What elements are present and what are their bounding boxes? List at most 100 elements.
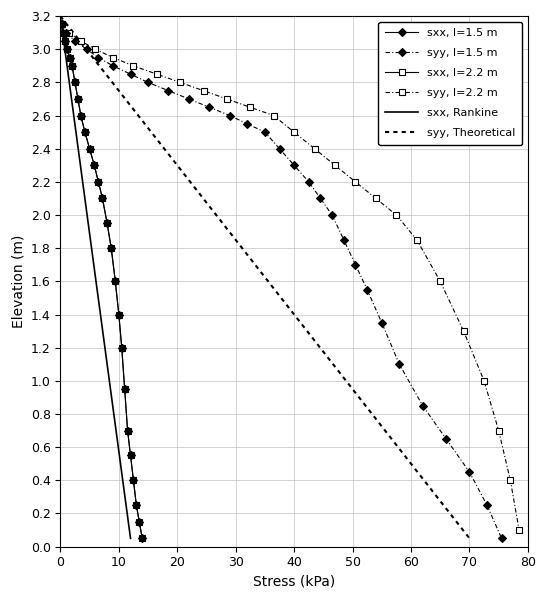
Line: syy, l=1.5 m: syy, l=1.5 m	[59, 21, 505, 541]
syy, l=1.5 m	[443, 435, 449, 442]
sxx, l=2.2 m	[115, 311, 122, 318]
syy, l=2.2 m	[352, 178, 359, 185]
syy, l=1.5 m	[261, 128, 268, 136]
syy, l=1.5 m	[127, 71, 134, 78]
syy, l=2.2 m	[437, 278, 444, 285]
X-axis label: Stress (kPa): Stress (kPa)	[253, 575, 335, 589]
sxx, l=2.2 m	[130, 476, 137, 484]
syy, l=1.5 m	[244, 120, 251, 127]
sxx, l=2.2 m	[121, 386, 128, 393]
sxx, l=1.5 m	[62, 37, 68, 44]
syy, l=2.2 m	[224, 95, 230, 103]
Line: syy, l=2.2 m: syy, l=2.2 m	[59, 21, 522, 533]
syy, l=1.5 m	[329, 211, 335, 218]
sxx, l=2.2 m	[124, 427, 131, 434]
sxx, l=2.2 m	[136, 518, 143, 526]
syy, l=1.5 m	[484, 502, 490, 509]
syy, l=1.5 m	[95, 54, 102, 61]
syy, l=1.5 m	[276, 145, 283, 152]
sxx, l=2.2 m	[66, 54, 73, 61]
sxx, l=2.2 m	[72, 79, 78, 86]
syy, l=1.5 m	[341, 236, 347, 244]
sxx, l=2.2 m	[82, 128, 88, 136]
sxx, l=2.2 m	[95, 178, 102, 185]
sxx, l=2.2 m	[62, 37, 68, 44]
sxx, l=2.2 m	[112, 278, 119, 285]
sxx, l=2.2 m	[127, 452, 134, 459]
syy, l=2.2 m	[247, 104, 254, 111]
syy, l=2.2 m	[414, 236, 420, 244]
syy, l=1.5 m	[185, 95, 192, 103]
syy, l=1.5 m	[145, 79, 152, 86]
sxx, l=2.2 m	[133, 502, 139, 509]
syy, l=2.2 m	[291, 128, 298, 136]
Y-axis label: Elevation (m): Elevation (m)	[11, 235, 25, 328]
sxx, l=1.5 m	[139, 535, 146, 542]
sxx, l=1.5 m	[60, 29, 67, 36]
sxx, l=1.5 m	[127, 452, 134, 459]
syy, l=1.5 m	[63, 29, 69, 36]
syy, l=1.5 m	[59, 21, 66, 28]
syy, l=2.2 m	[154, 71, 160, 78]
syy, l=2.2 m	[59, 21, 66, 28]
sxx, l=1.5 m	[64, 46, 71, 53]
syy, l=1.5 m	[226, 112, 233, 119]
sxx, l=2.2 m	[74, 95, 81, 103]
sxx, l=1.5 m	[124, 427, 131, 434]
syy, l=1.5 m	[466, 469, 473, 476]
syy, l=2.2 m	[311, 145, 318, 152]
syy, l=1.5 m	[110, 62, 117, 70]
syy, l=2.2 m	[270, 112, 277, 119]
sxx, l=1.5 m	[72, 79, 78, 86]
sxx, l=1.5 m	[115, 311, 122, 318]
syy, l=1.5 m	[206, 104, 213, 111]
sxx, l=2.2 m	[64, 46, 71, 53]
Line: sxx, l=2.2 m: sxx, l=2.2 m	[59, 21, 146, 542]
syy, l=2.2 m	[507, 476, 514, 484]
syy, l=1.5 m	[83, 46, 90, 53]
syy, l=2.2 m	[110, 54, 117, 61]
syy, l=2.2 m	[461, 328, 467, 335]
sxx, l=2.2 m	[60, 29, 67, 36]
syy, l=1.5 m	[396, 361, 403, 368]
syy, l=1.5 m	[317, 195, 324, 202]
syy, l=2.2 m	[373, 195, 379, 202]
sxx, l=2.2 m	[139, 535, 146, 542]
sxx, l=1.5 m	[95, 178, 102, 185]
syy, l=2.2 m	[177, 79, 183, 86]
Line: sxx, l=1.5 m: sxx, l=1.5 m	[59, 21, 146, 541]
sxx, l=1.5 m	[136, 518, 143, 526]
syy, l=1.5 m	[498, 535, 505, 542]
syy, l=1.5 m	[291, 162, 298, 169]
syy, l=2.2 m	[200, 87, 207, 94]
syy, l=2.2 m	[66, 29, 72, 36]
syy, l=1.5 m	[364, 286, 370, 293]
sxx, l=1.5 m	[108, 245, 114, 252]
sxx, l=1.5 m	[121, 386, 128, 393]
sxx, l=1.5 m	[66, 54, 73, 61]
syy, l=1.5 m	[379, 319, 385, 326]
syy, l=1.5 m	[352, 261, 359, 268]
syy, l=2.2 m	[78, 37, 84, 44]
syy, l=2.2 m	[496, 427, 502, 434]
sxx, l=2.2 m	[78, 112, 84, 119]
sxx, l=1.5 m	[86, 145, 93, 152]
sxx, l=2.2 m	[99, 195, 106, 202]
syy, l=2.2 m	[332, 162, 339, 169]
syy, l=2.2 m	[481, 377, 487, 385]
sxx, l=2.2 m	[104, 220, 110, 227]
sxx, l=2.2 m	[119, 344, 125, 351]
sxx, l=2.2 m	[69, 62, 75, 70]
sxx, l=2.2 m	[59, 21, 66, 28]
sxx, l=1.5 m	[104, 220, 110, 227]
sxx, l=1.5 m	[130, 476, 137, 484]
sxx, l=1.5 m	[69, 62, 75, 70]
syy, l=1.5 m	[72, 37, 78, 44]
sxx, l=1.5 m	[91, 162, 97, 169]
sxx, l=1.5 m	[119, 344, 125, 351]
syy, l=2.2 m	[516, 526, 522, 533]
sxx, l=1.5 m	[82, 128, 88, 136]
sxx, l=1.5 m	[78, 112, 84, 119]
sxx, l=2.2 m	[86, 145, 93, 152]
syy, l=2.2 m	[393, 211, 400, 218]
